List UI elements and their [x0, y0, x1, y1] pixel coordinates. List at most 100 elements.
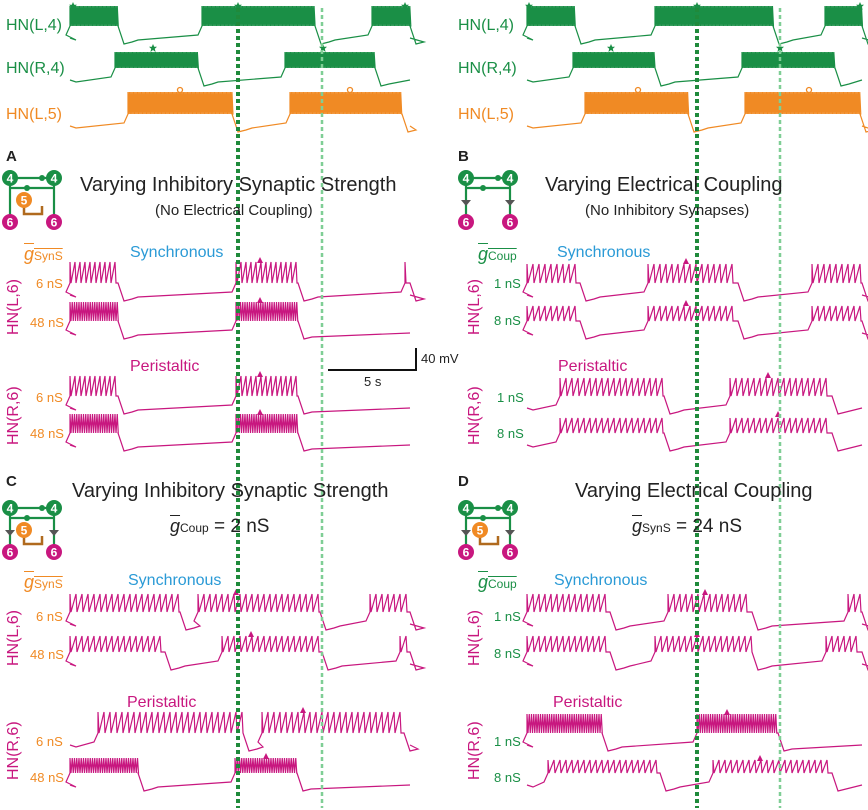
- panel-b-trace-2: [522, 305, 868, 340]
- panel-c-marker-3: [300, 707, 306, 713]
- panel-b-node-4-right: [502, 170, 518, 186]
- panel-d-param-symbol: g: [478, 572, 489, 592]
- panel-c-synapse-dot-1: [24, 515, 30, 521]
- top-left-star-3: [401, 2, 409, 10]
- panel-d-marker-4: [757, 755, 763, 761]
- panel-c-cell2-label: HN(R,6): [5, 721, 22, 780]
- panel-c-param-subscript: SynS: [34, 577, 63, 591]
- panel-b-node-4-left: [458, 170, 474, 186]
- panel-a-cell2-label: HN(R,6): [5, 386, 22, 445]
- panel-d-trace-2: [522, 635, 868, 671]
- top-left-hnr4-trace: [69, 51, 411, 87]
- panel-b-row-label-1: 1 nS: [494, 276, 521, 291]
- panel-c-marker-4: [263, 753, 269, 759]
- panel-d-node-6-left-label: 6: [463, 546, 470, 560]
- panel-a-node-6-right-label: 6: [51, 216, 58, 230]
- panel-d-title: Varying Electrical Coupling: [575, 480, 813, 502]
- panel-a-marker-3: [257, 371, 263, 377]
- panel-d-row-label-1: 1 nS: [494, 609, 521, 624]
- panel-d-synapse-dot-2: [495, 505, 501, 511]
- panel-a-row-label-1: 6 nS: [36, 276, 63, 291]
- panel-c-row-label-3: 6 nS: [36, 734, 63, 749]
- top-left-hnl5-trace: [69, 91, 418, 133]
- panel-d-node-5-label: 5: [477, 524, 484, 538]
- panel-b-mode-peristaltic: Peristaltic: [558, 358, 628, 375]
- panel-d-row-label-3: 1 nS: [494, 734, 521, 749]
- panel-b-node-4-left-label: 4: [463, 172, 470, 186]
- panel-c-equation: gCoup = 2 nS: [170, 516, 269, 538]
- panel-a-subtitle: (No Electrical Coupling): [155, 202, 313, 219]
- top-right-hnl5-trace: [526, 91, 868, 133]
- panel-c-trace-3: [69, 711, 420, 752]
- panel-a-letter: A: [6, 148, 17, 165]
- panel-a-node-4-left: [2, 170, 18, 186]
- panel-c-node-4-right-label: 4: [51, 502, 58, 516]
- panel-c-eq-value: = 2 nS: [213, 516, 270, 537]
- panel-b-synapse-dot-2: [495, 175, 501, 181]
- panel-a-synapse-dot-1: [24, 185, 30, 191]
- panel-b-node-6-right: [502, 214, 518, 230]
- panel-c-node-6-right-label: 6: [51, 546, 58, 560]
- panel-a-node-5-label: 5: [21, 194, 28, 208]
- panel-c-gap-junctions: [5, 530, 59, 536]
- panel-b-mode-synchronous: Synchronous: [557, 244, 651, 261]
- panel-b-param-label: gCoup: [478, 244, 517, 265]
- panel-a-title: Varying Inhibitory Synaptic Strength: [80, 174, 397, 196]
- panel-d-eq-value: = 24 nS: [675, 516, 743, 537]
- top-left-trace-label-1: HN(L,4): [6, 17, 63, 34]
- panel-d-param-subscript: Coup: [488, 577, 517, 591]
- panel-d-row-label-2: 8 nS: [494, 646, 521, 661]
- panel-d-circuit: 54 46 6: [458, 500, 518, 560]
- panel-d-mode-peristaltic: Peristaltic: [553, 694, 623, 711]
- scale-bar: [328, 348, 417, 371]
- panel-c-eq-subscript: Coup: [180, 521, 209, 535]
- panel-a-row-label-4: 48 nS: [30, 426, 64, 441]
- panel-c-param-label: gSynS: [24, 572, 63, 593]
- panel-b-cell1-label: HN(L,6): [466, 278, 483, 335]
- scale-bar-time-label: 5 s: [364, 374, 382, 389]
- panel-a-mode-synchronous: Synchronous: [130, 244, 224, 261]
- panel-b-node-6-right-label: 6: [507, 216, 514, 230]
- panel-c-marker-2: [248, 631, 254, 637]
- panel-a-mode-peristaltic: Peristaltic: [130, 358, 200, 375]
- top-right-star-1: [525, 2, 533, 10]
- panel-b-synapse-dot-1: [480, 185, 486, 191]
- panel-c-mode-synchronous: Synchronous: [128, 572, 222, 589]
- panel-a-marker-2: [257, 297, 263, 303]
- panel-a-row-label-2: 48 nS: [30, 315, 64, 330]
- panel-d-cell2-label: HN(R,6): [466, 721, 483, 780]
- panel-d-node-4-right-label: 4: [507, 502, 514, 516]
- top-left-star-1: [69, 2, 77, 10]
- panel-a-node-6-left: [2, 214, 18, 230]
- panel-a-cell1-label: HN(L,6): [5, 278, 22, 335]
- panel-c-node-5-label: 5: [21, 524, 28, 538]
- panel-c-mode-peristaltic: Peristaltic: [127, 694, 197, 711]
- panel-b-title: Varying Electrical Coupling: [545, 174, 783, 196]
- panel-b-node-4-right-label: 4: [507, 172, 514, 186]
- panel-a-node-4-right-label: 4: [51, 172, 58, 186]
- top-left-hnl4-trace: [65, 5, 427, 45]
- panel-d-node-6-left: [458, 544, 474, 560]
- panel-a-circuit: 54 46 6: [2, 170, 62, 230]
- panel-c-eq-symbol: g: [170, 516, 181, 536]
- panel-d-node-6-right: [502, 544, 518, 560]
- top-left-circle-2: [346, 86, 354, 94]
- panel-c-letter: C: [6, 473, 17, 490]
- top-left-circle-1: [176, 86, 184, 94]
- panel-d-eq-symbol: g: [632, 516, 643, 536]
- panel-c-title: Varying Inhibitory Synaptic Strength: [72, 480, 389, 502]
- panel-b-row-label-3: 1 nS: [497, 390, 524, 405]
- panel-d-gap-junctions: [461, 530, 515, 536]
- top-left-trace-label-2: HN(R,4): [6, 60, 65, 77]
- panel-a-node-4-left-label: 4: [7, 172, 14, 186]
- panel-b-circuit: 4 4 6 6: [458, 170, 518, 230]
- scale-bar-lines: [328, 348, 417, 371]
- panel-d-cell1-label: HN(L,6): [466, 609, 483, 666]
- panel-c-node-6-left: [2, 544, 18, 560]
- panel-c-cell1-label: HN(L,6): [5, 609, 22, 666]
- panel-b-row-label-2: 8 nS: [494, 313, 521, 328]
- voltage-traces: [65, 5, 868, 792]
- panel-b-trace-3: [526, 377, 863, 415]
- panel-a-trace-1: [65, 261, 427, 302]
